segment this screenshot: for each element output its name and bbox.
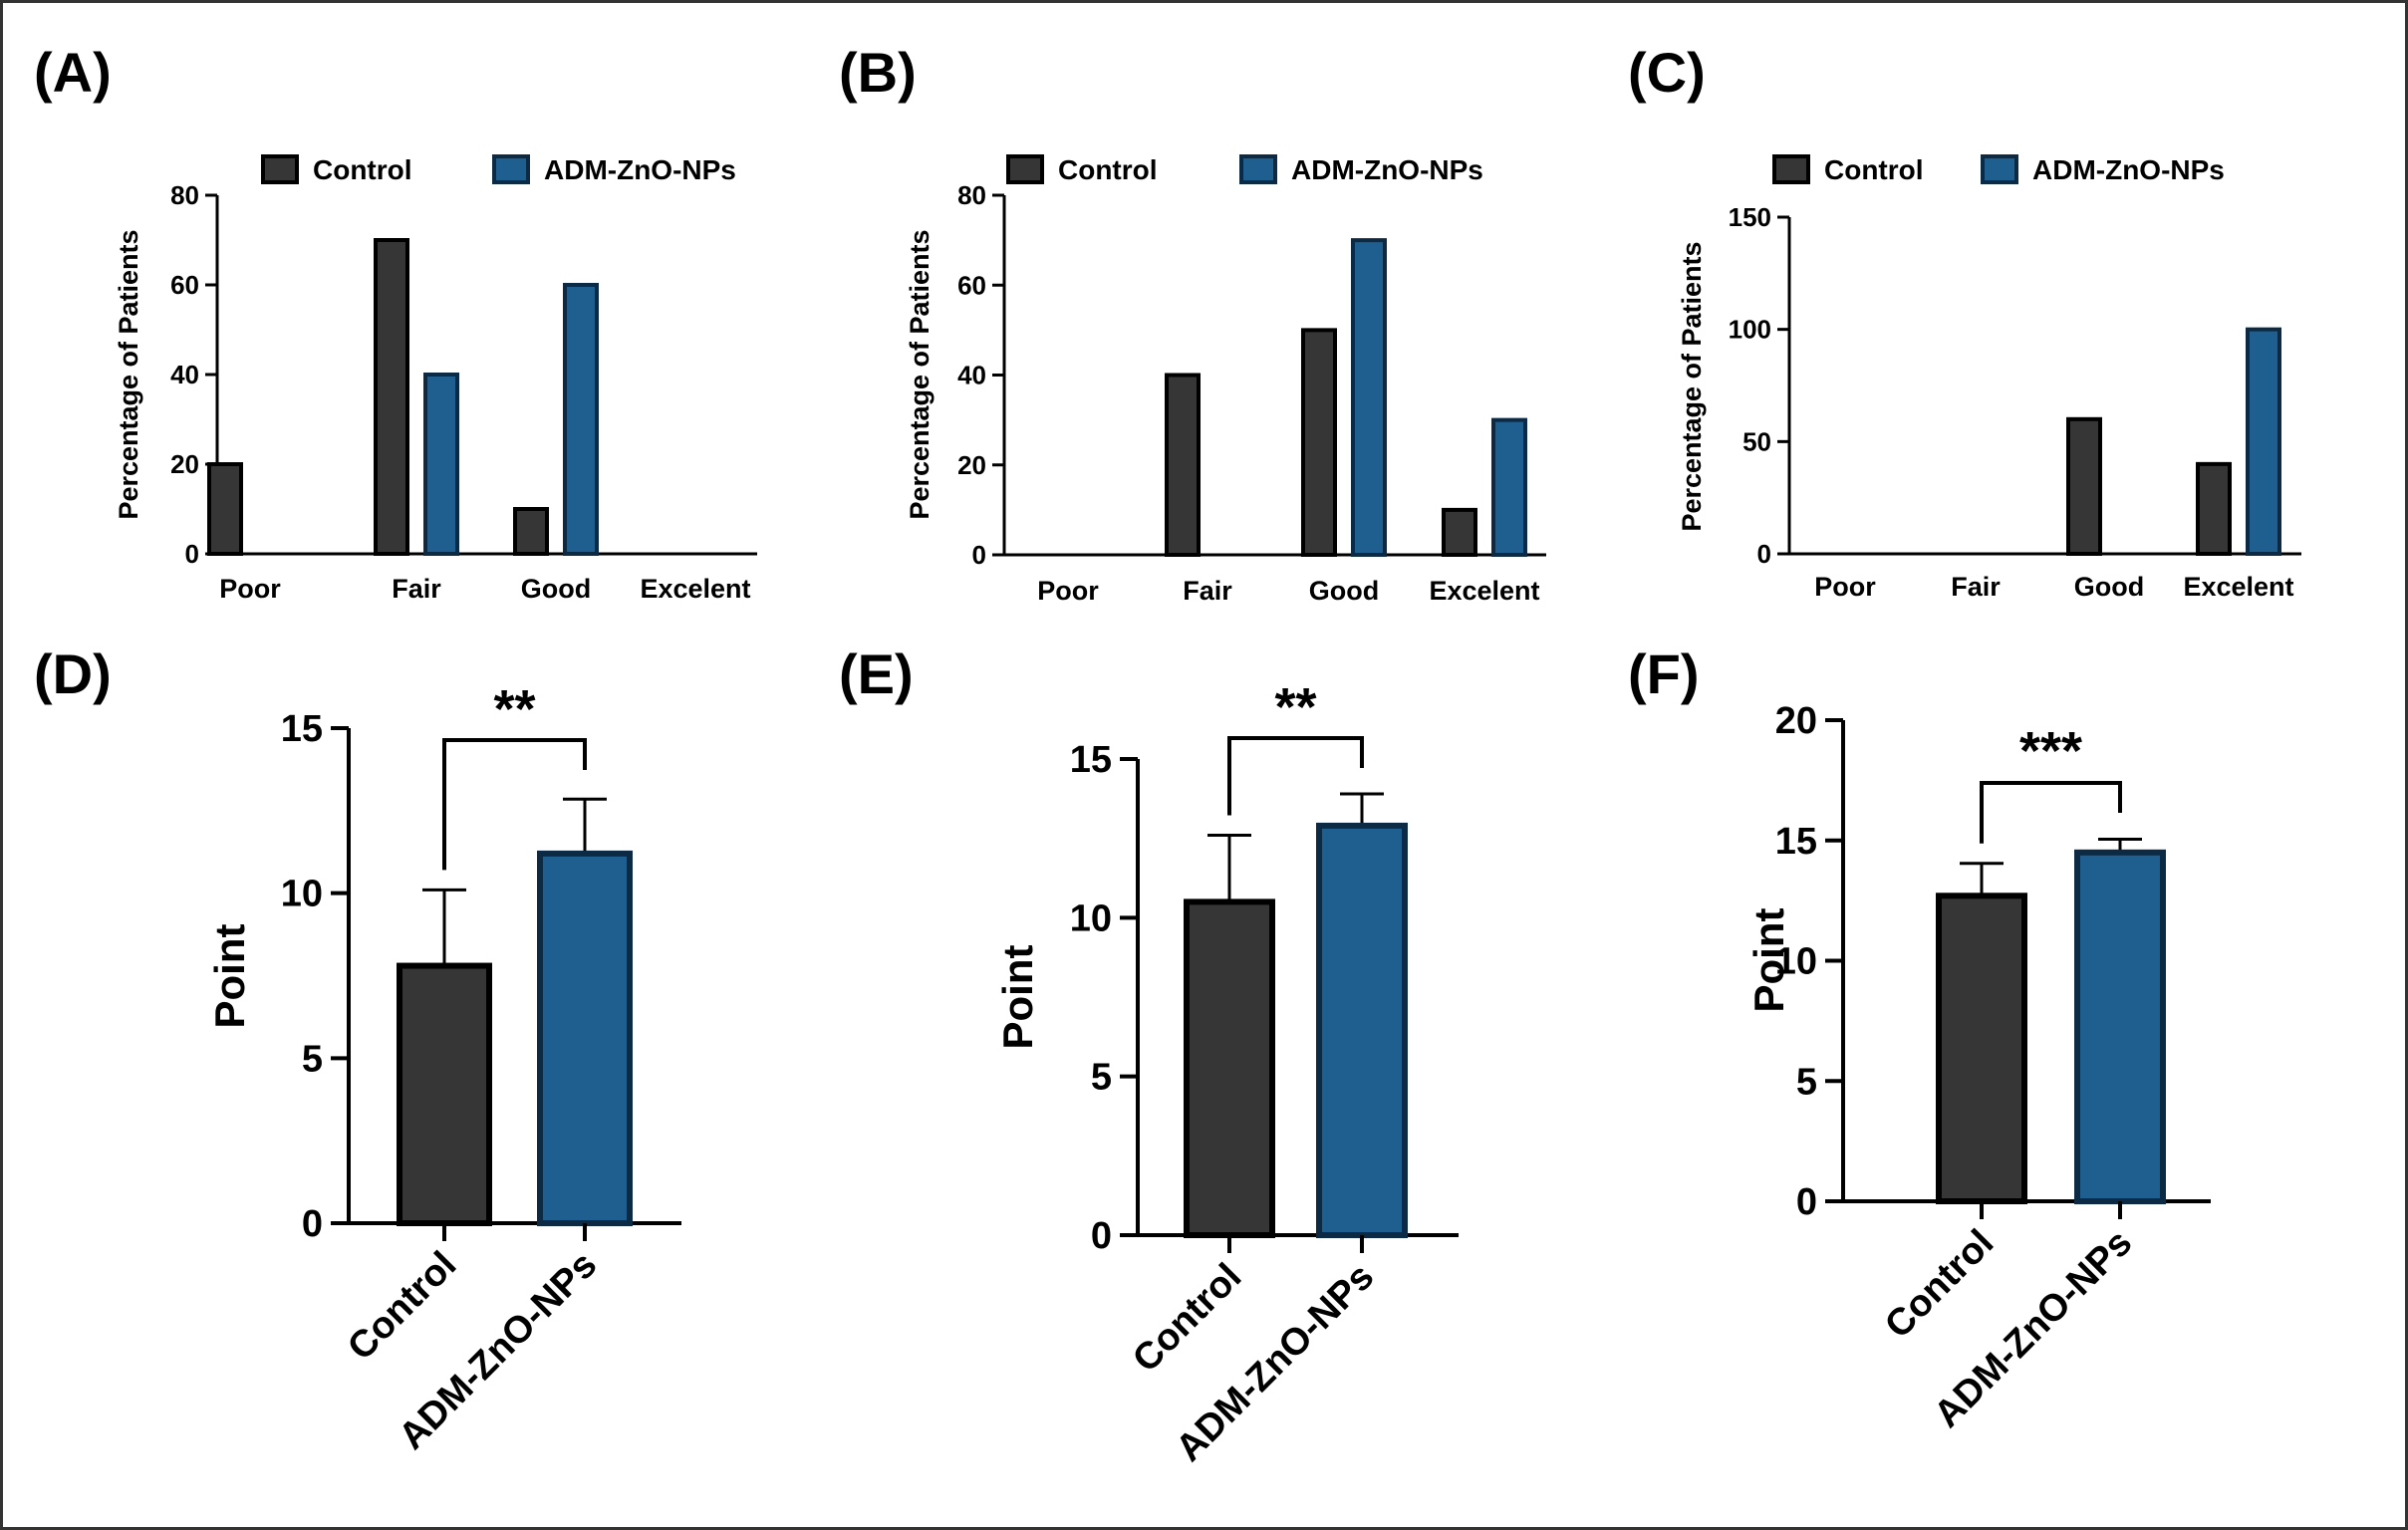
bar-adm-znonps <box>537 850 633 1226</box>
legend-label: ADM-ZnO-NPs <box>544 154 736 185</box>
x-tick-label: Fair <box>1951 572 2001 602</box>
y-tick-label: 5 <box>302 1038 323 1080</box>
y-axis-label: Point <box>1745 907 1792 1012</box>
y-tick-label: 80 <box>170 180 199 210</box>
panel-label: (E) <box>839 642 914 705</box>
significance-marker: ** <box>493 679 535 739</box>
bar-control <box>397 962 492 1226</box>
bar-adm-znonps <box>1491 417 1527 557</box>
y-tick-label: 0 <box>1796 1181 1817 1223</box>
legend-swatch-adm-znonps <box>1981 154 2018 184</box>
bar-adm-znonps <box>2074 849 2166 1204</box>
y-tick-label: 10 <box>1775 941 1817 983</box>
bar-control <box>2196 461 2232 556</box>
y-axis-label: Point <box>994 944 1041 1049</box>
y-tick-label: 5 <box>1796 1061 1817 1103</box>
y-tick-label: 50 <box>1742 426 1771 456</box>
y-tick-label: 20 <box>1775 700 1817 742</box>
y-tick-label: 15 <box>1775 821 1817 863</box>
bar-control <box>1442 507 1477 557</box>
panel-label: (F) <box>1628 642 1700 705</box>
chart-panel-0: (A) Control ADM-ZnO-NPs 0 20 40 60 80 Percentage… <box>34 41 757 604</box>
y-axis-label: Percentage of Patients <box>905 229 935 519</box>
legend-label: Control <box>313 154 412 185</box>
panel-label: (A) <box>34 41 112 104</box>
x-tick-label: Excelent <box>1429 576 1539 606</box>
bar-adm-znonps <box>1351 238 1387 557</box>
y-tick-label: 60 <box>170 270 199 300</box>
bar-control <box>1184 898 1275 1239</box>
significance-marker: *** <box>2019 721 2082 781</box>
y-tick-label: 0 <box>1091 1215 1112 1257</box>
y-axis-label: Point <box>206 923 253 1028</box>
bar-control <box>1301 328 1337 557</box>
significance-marker: ** <box>1274 677 1316 737</box>
y-tick-label: 40 <box>957 361 986 390</box>
x-tick-label: Poor <box>1814 572 1876 602</box>
y-tick-label: 10 <box>1070 897 1112 939</box>
significance-bracket <box>1227 736 1364 816</box>
x-tick-label: Good <box>1309 576 1379 606</box>
chart-panel-1: (B) Control ADM-ZnO-NPs 0 20 40 60 80 Percentage… <box>839 41 1546 606</box>
y-tick-label: 15 <box>281 708 323 750</box>
x-tick-label: Fair <box>1183 576 1232 606</box>
y-tick-label: 0 <box>302 1203 323 1245</box>
y-tick-label: 0 <box>185 539 199 569</box>
panel-label: (C) <box>1628 41 1706 104</box>
legend-label: ADM-ZnO-NPs <box>1291 154 1483 185</box>
panel-label: (B) <box>839 41 917 104</box>
y-tick-label: 60 <box>957 270 986 300</box>
bar-control <box>374 238 409 556</box>
y-tick-label: 100 <box>1729 315 1771 345</box>
x-tick-label: Fair <box>392 574 441 604</box>
x-tick-label: Good <box>2074 572 2144 602</box>
y-axis-label: Percentage of Patients <box>1677 241 1707 531</box>
y-tick-label: 20 <box>170 449 199 479</box>
y-tick-label: 40 <box>170 360 199 389</box>
bar-control <box>1936 892 2027 1204</box>
panel-label: (D) <box>34 642 112 705</box>
x-tick-label: Excelent <box>640 574 750 604</box>
legend-label: Control <box>1824 154 1924 185</box>
y-tick-label: 80 <box>957 180 986 210</box>
x-tick-label: Excelent <box>2183 572 2293 602</box>
significance-bracket <box>1980 781 2122 844</box>
y-tick-label: 0 <box>1757 539 1771 569</box>
bar-control <box>1165 373 1201 557</box>
bar-control <box>207 462 243 556</box>
x-tick-label: Good <box>521 574 591 604</box>
y-axis-label: Percentage of Patients <box>114 229 143 519</box>
y-tick-label: 0 <box>972 540 986 570</box>
legend-swatch-control <box>1006 154 1044 184</box>
legend-swatch-control <box>1772 154 1810 184</box>
bar-control <box>2066 416 2102 556</box>
bar-control <box>513 507 549 556</box>
y-tick-label: 5 <box>1091 1057 1112 1099</box>
legend-label: Control <box>1058 154 1158 185</box>
y-tick-label: 150 <box>1729 202 1771 232</box>
legend-swatch-adm-znonps <box>1239 154 1277 184</box>
bar-adm-znonps <box>563 283 599 556</box>
significance-bracket <box>442 738 587 871</box>
bar-adm-znonps <box>1316 822 1408 1238</box>
y-tick-label: 10 <box>281 874 323 915</box>
y-tick-label: 20 <box>957 450 986 480</box>
bar-adm-znonps <box>423 373 459 556</box>
legend-swatch-adm-znonps <box>492 154 530 184</box>
chart-panel-2: (C) Control ADM-ZnO-NPs 0 50 100 150 Percentage… <box>1628 41 2301 602</box>
legend-swatch-control <box>261 154 299 184</box>
x-tick-label: Poor <box>219 574 281 604</box>
x-tick-label: Poor <box>1037 576 1099 606</box>
legend-label: ADM-ZnO-NPs <box>2032 154 2225 185</box>
bar-adm-znonps <box>2246 327 2281 556</box>
y-tick-label: 15 <box>1070 739 1112 781</box>
